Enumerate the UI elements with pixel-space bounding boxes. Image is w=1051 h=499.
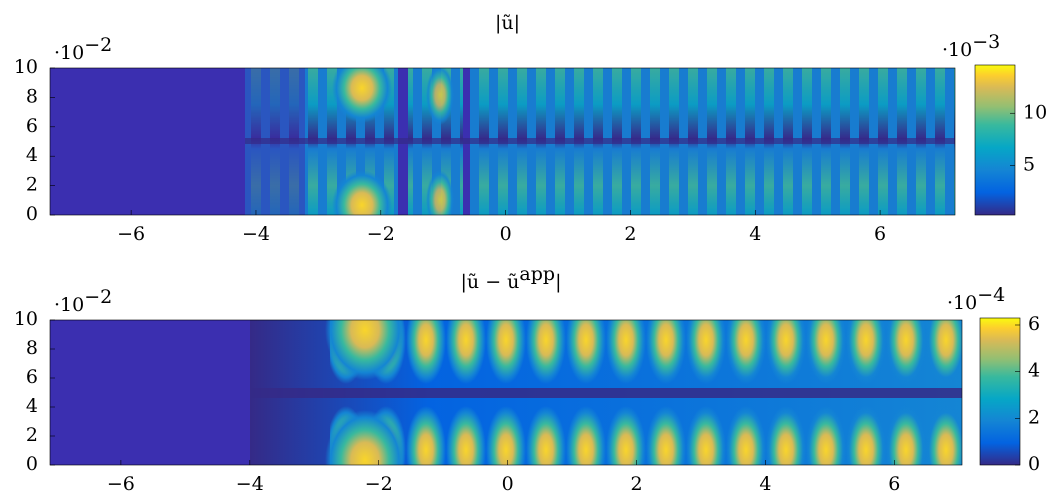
colorbar-tick-label: 6 [1028, 313, 1040, 335]
title-text: |ũ| [495, 12, 520, 34]
x-tick-label: −2 [365, 473, 393, 495]
y-tick-label: 2 [26, 424, 38, 446]
x-tick-label: 2 [630, 473, 642, 495]
x-tick-label: 4 [749, 223, 761, 245]
multiplier-base: ·10 [942, 39, 972, 61]
x-tick-label: −6 [107, 473, 135, 495]
heatmap-field [50, 320, 962, 465]
multiplier: ·10−2 [54, 34, 112, 64]
title-text: |ũ − ũ [461, 271, 520, 293]
x-tick-label: −4 [242, 223, 270, 245]
multiplier-base: ·10 [54, 294, 84, 316]
chart-title: |ũ| [495, 12, 520, 34]
y-tick-label: 8 [26, 337, 38, 359]
y-tick-label: 10 [14, 56, 38, 78]
multiplier-exponent: −4 [977, 284, 1005, 306]
axes-box [49, 319, 963, 466]
heatmap-field [50, 68, 955, 215]
x-tick-label: 2 [624, 223, 636, 245]
y-tick-label: 0 [26, 453, 38, 475]
multiplier: ·10−2 [54, 286, 112, 316]
x-tick-label: 0 [500, 223, 512, 245]
multiplier-exponent: −2 [84, 34, 112, 56]
x-tick-label: 6 [888, 473, 900, 495]
multiplier: ·10−3 [942, 31, 1000, 61]
title-end: | [555, 271, 561, 293]
y-tick-label: 6 [26, 115, 38, 137]
x-tick-label: 0 [502, 473, 514, 495]
chart-title: |ũ − ũapp| [461, 263, 562, 293]
title-superscript: app [519, 263, 555, 285]
x-tick-label: −2 [367, 223, 395, 245]
x-tick-label: 4 [759, 473, 771, 495]
colorbar-tick-label: 2 [1028, 406, 1040, 428]
colorbar-tick-label: 5 [1023, 154, 1035, 176]
multiplier-base: ·10 [54, 42, 84, 64]
x-tick-label: 6 [874, 223, 886, 245]
y-tick-label: 4 [26, 144, 38, 166]
multiplier-exponent: −2 [84, 286, 112, 308]
y-tick-label: 0 [26, 203, 38, 225]
x-tick-label: −4 [236, 473, 264, 495]
y-tick-label: 6 [26, 366, 38, 388]
colorbar [979, 317, 1021, 466]
multiplier-base: ·10 [947, 292, 977, 314]
colorbar-tick-label: 10 [1023, 101, 1047, 123]
y-tick-label: 10 [14, 308, 38, 330]
colorbar [974, 64, 1016, 216]
y-tick-label: 2 [26, 174, 38, 196]
colorbar-tick-label: 4 [1028, 360, 1040, 382]
colorbar-tick-label: 0 [1028, 453, 1040, 475]
multiplier: ·10−4 [947, 284, 1005, 314]
multiplier-exponent: −3 [972, 31, 1000, 53]
x-tick-label: −6 [117, 223, 145, 245]
y-tick-label: 8 [26, 85, 38, 107]
y-tick-label: 4 [26, 395, 38, 417]
axes-box [49, 67, 956, 216]
